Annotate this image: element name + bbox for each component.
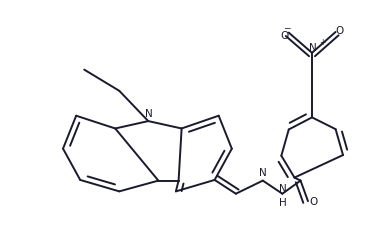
- Text: O: O: [280, 31, 289, 41]
- Text: H: H: [279, 198, 287, 208]
- Text: N: N: [309, 43, 317, 53]
- Text: O: O: [336, 26, 344, 36]
- Text: N: N: [145, 109, 153, 119]
- Text: −: −: [283, 23, 291, 32]
- Text: N: N: [279, 184, 287, 194]
- Text: +: +: [319, 38, 325, 47]
- Text: N: N: [259, 168, 267, 178]
- Text: O: O: [310, 197, 318, 207]
